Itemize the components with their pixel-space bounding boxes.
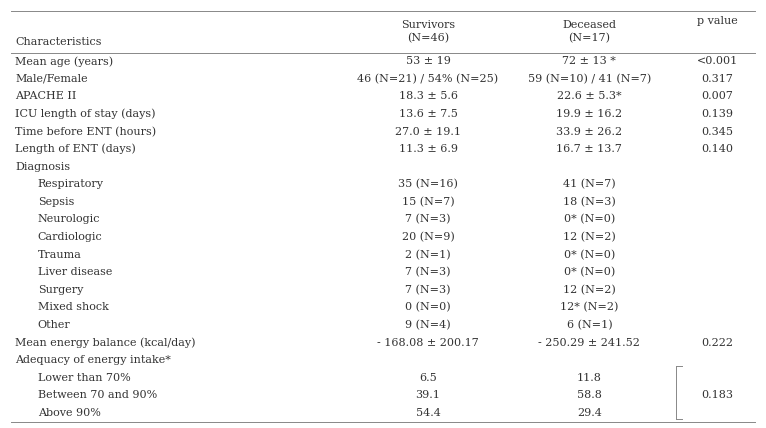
Text: Neurologic: Neurologic [38, 214, 100, 225]
Text: 58.8: 58.8 [577, 390, 602, 400]
Text: 0 (N=0): 0 (N=0) [405, 302, 451, 312]
Text: ICU length of stay (days): ICU length of stay (days) [15, 109, 155, 119]
Text: Mixed shock: Mixed shock [38, 302, 109, 312]
Text: 0* (N=0): 0* (N=0) [564, 267, 615, 277]
Text: 6 (N=1): 6 (N=1) [567, 320, 612, 330]
Text: - 168.08 ± 200.17: - 168.08 ± 200.17 [377, 338, 479, 348]
Text: 59 (N=10) / 41 (N=7): 59 (N=10) / 41 (N=7) [528, 74, 651, 84]
Text: 19.9 ± 16.2: 19.9 ± 16.2 [556, 109, 623, 119]
Text: 16.7 ± 13.7: 16.7 ± 13.7 [557, 144, 622, 154]
Text: Mean energy balance (kcal/day): Mean energy balance (kcal/day) [15, 337, 195, 348]
Text: 39.1: 39.1 [416, 390, 440, 400]
Text: 0.139: 0.139 [701, 109, 733, 119]
Text: 35 (N=16): 35 (N=16) [398, 179, 458, 190]
Text: 53 ± 19: 53 ± 19 [406, 56, 450, 66]
Text: Above 90%: Above 90% [38, 408, 100, 418]
Text: Surgery: Surgery [38, 285, 83, 295]
Text: 2 (N=1): 2 (N=1) [405, 250, 451, 260]
Text: 9 (N=4): 9 (N=4) [405, 320, 451, 330]
Text: Trauma: Trauma [38, 250, 81, 260]
Text: 7 (N=3): 7 (N=3) [405, 285, 450, 295]
Text: Liver disease: Liver disease [38, 267, 112, 277]
Text: Mean age (years): Mean age (years) [15, 56, 113, 67]
Text: Cardiologic: Cardiologic [38, 232, 103, 242]
Text: 12 (N=2): 12 (N=2) [563, 232, 616, 242]
Text: Respiratory: Respiratory [38, 179, 103, 189]
Text: 12* (N=2): 12* (N=2) [560, 302, 619, 312]
Text: Other: Other [38, 320, 70, 330]
Text: 72 ± 13 *: 72 ± 13 * [562, 56, 617, 66]
Text: 0* (N=0): 0* (N=0) [564, 214, 615, 225]
Text: 29.4: 29.4 [577, 408, 602, 418]
Text: Time before ENT (hours): Time before ENT (hours) [15, 126, 156, 137]
Text: 11.3 ± 6.9: 11.3 ± 6.9 [398, 144, 457, 154]
Text: 12 (N=2): 12 (N=2) [563, 285, 616, 295]
Text: 54.4: 54.4 [416, 408, 440, 418]
Text: Characteristics: Characteristics [15, 37, 102, 47]
Text: Diagnosis: Diagnosis [15, 162, 70, 172]
Text: 11.8: 11.8 [577, 373, 602, 383]
Text: 0.007: 0.007 [701, 92, 733, 101]
Text: 0* (N=0): 0* (N=0) [564, 250, 615, 260]
Text: 46 (N=21) / 54% (N=25): 46 (N=21) / 54% (N=25) [358, 74, 499, 84]
Text: 22.6 ± 5.3*: 22.6 ± 5.3* [557, 92, 622, 101]
Text: p value: p value [697, 16, 738, 26]
Text: 7 (N=3): 7 (N=3) [405, 267, 450, 277]
Text: 0.345: 0.345 [701, 127, 733, 137]
Text: - 250.29 ± 241.52: - 250.29 ± 241.52 [538, 338, 640, 348]
Text: 20 (N=9): 20 (N=9) [401, 232, 454, 242]
Text: 7 (N=3): 7 (N=3) [405, 214, 450, 225]
Text: 18.3 ± 5.6: 18.3 ± 5.6 [398, 92, 457, 101]
Text: Male/Female: Male/Female [15, 74, 88, 84]
Text: 6.5: 6.5 [419, 373, 437, 383]
Text: APACHE II: APACHE II [15, 92, 77, 101]
Text: 0.140: 0.140 [701, 144, 733, 154]
Text: <0.001: <0.001 [696, 56, 738, 66]
Text: 0.183: 0.183 [701, 390, 733, 400]
Text: 33.9 ± 26.2: 33.9 ± 26.2 [556, 127, 623, 137]
Text: 15 (N=7): 15 (N=7) [401, 197, 454, 207]
Text: Between 70 and 90%: Between 70 and 90% [38, 390, 157, 400]
Text: Deceased
(N=17): Deceased (N=17) [562, 20, 617, 43]
Text: Length of ENT (days): Length of ENT (days) [15, 144, 136, 155]
Text: Adequacy of energy intake*: Adequacy of energy intake* [15, 355, 171, 365]
Text: Sepsis: Sepsis [38, 197, 74, 207]
Text: Lower than 70%: Lower than 70% [38, 373, 130, 383]
Text: 18 (N=3): 18 (N=3) [563, 197, 616, 207]
Text: 0.222: 0.222 [701, 338, 733, 348]
Text: 0.317: 0.317 [701, 74, 733, 84]
Text: 41 (N=7): 41 (N=7) [563, 179, 616, 190]
Text: 27.0 ± 19.1: 27.0 ± 19.1 [395, 127, 461, 137]
Text: Survivors
(N=46): Survivors (N=46) [401, 20, 455, 43]
Text: 13.6 ± 7.5: 13.6 ± 7.5 [398, 109, 457, 119]
